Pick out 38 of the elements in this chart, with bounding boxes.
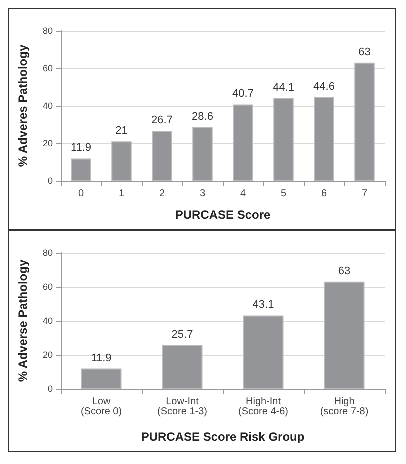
x-tick-label: 3	[200, 188, 206, 200]
x-tick-label: 2	[159, 188, 166, 200]
x-tick-label: High (score 7-8)	[320, 396, 369, 418]
data-label: 40.7	[232, 88, 254, 100]
y-axis-title: % Adveres Pathology	[16, 44, 30, 168]
data-label: 43.1	[252, 299, 274, 312]
y-tick-label: 60	[42, 64, 53, 74]
y-tick-label: 20	[42, 350, 53, 360]
x-tick-label: 5	[280, 188, 287, 200]
x-tick-label: 1	[118, 188, 125, 200]
y-tick-label: 0	[48, 384, 53, 394]
data-label: 63	[338, 265, 351, 278]
data-label: 11.9	[70, 142, 92, 154]
y-tick-label: 40	[42, 101, 53, 111]
x-tick-label: 4	[240, 188, 246, 200]
y-tick-label: 20	[42, 138, 53, 148]
data-label: 63	[358, 46, 371, 58]
x-axis-title: PURCASE Score Risk Group	[141, 430, 305, 444]
data-label: 26.7	[152, 114, 173, 126]
y-axis-title: % Adverse Pathology	[16, 260, 30, 382]
data-label: 44.1	[273, 82, 294, 94]
y-tick-label: 80	[42, 248, 53, 258]
x-axis-title: PURCASE Score	[175, 208, 271, 222]
data-label: 11.9	[91, 352, 112, 364]
y-tick-label: 60	[42, 282, 53, 292]
data-label: 44.6	[314, 80, 335, 93]
x-tick-label: 6	[321, 188, 328, 200]
data-label: 25.7	[172, 328, 194, 341]
x-tick-label: Low (Score 0)	[80, 396, 122, 418]
x-tick-label: Low-Int (Score 1-3)	[157, 396, 208, 418]
data-label: 28.6	[192, 110, 214, 123]
x-tick-label: High-Int (Score 4-6)	[238, 396, 289, 418]
data-label: 21	[116, 125, 128, 138]
x-tick-label: 0	[78, 188, 84, 200]
x-tick-label: 7	[362, 188, 368, 200]
y-tick-label: 40	[42, 316, 53, 326]
y-tick-label: 80	[42, 26, 53, 36]
y-tick-label: 0	[48, 176, 53, 186]
